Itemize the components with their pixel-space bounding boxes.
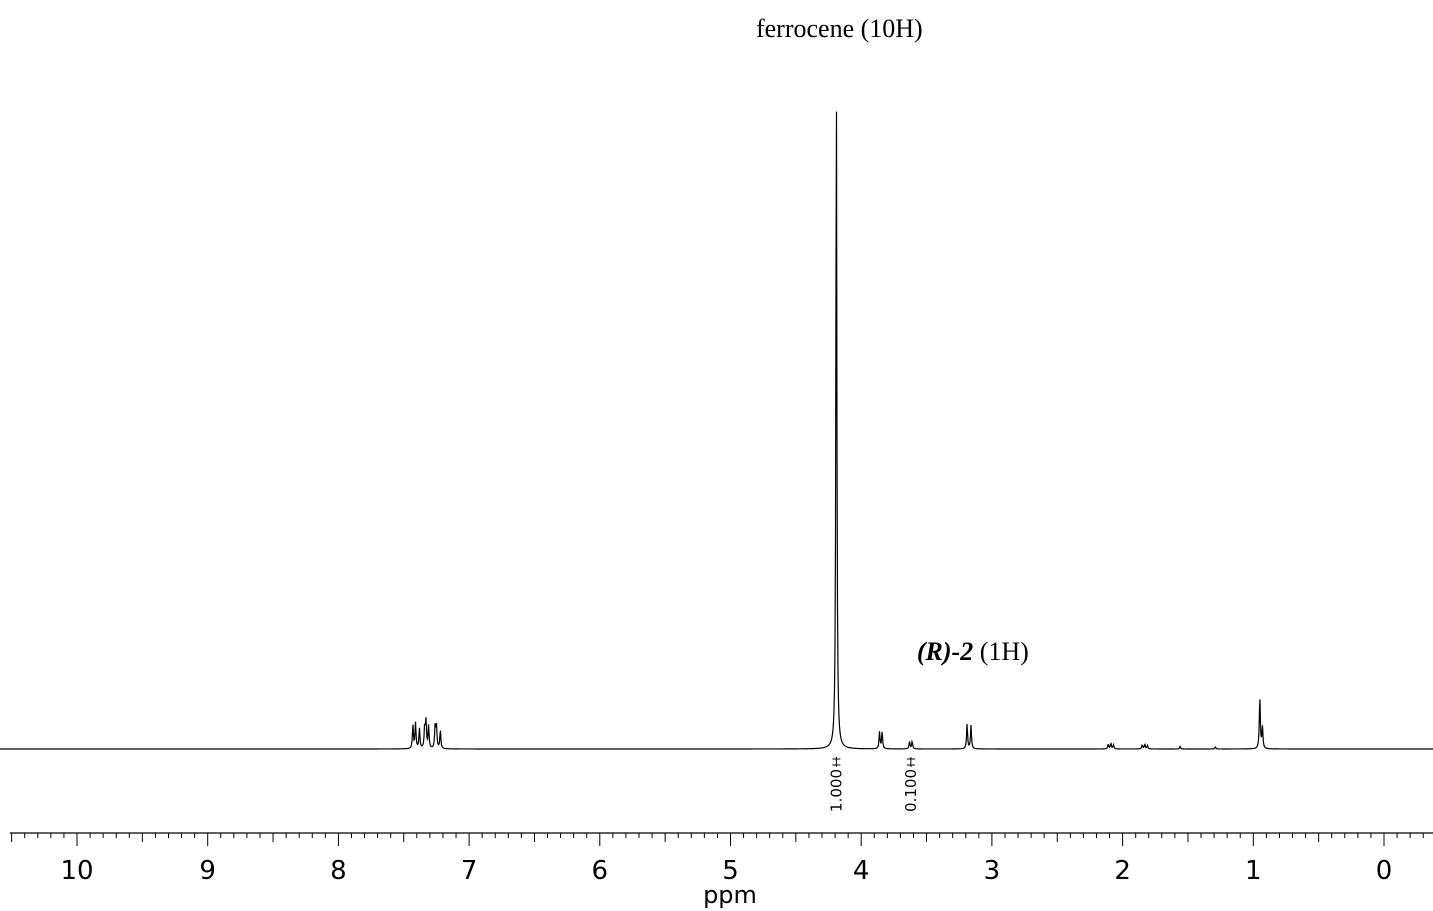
integral-value: 1.000 — [827, 769, 845, 812]
product-annotation-protons: (1H) — [973, 637, 1029, 666]
x-tick-label: 6 — [592, 856, 609, 886]
spectrum-trace — [0, 111, 1433, 750]
integral-bracket — [832, 757, 841, 767]
x-tick-label: 0 — [1376, 856, 1393, 886]
x-tick-label: 1 — [1245, 856, 1262, 886]
x-axis-ticks: 10 9 8 7 6 5 4 3 2 1 0 — [11, 833, 1424, 886]
x-tick-label: 9 — [199, 856, 216, 886]
product-annotation: (R)-2 (1H) — [917, 637, 1029, 666]
x-tick-label: 8 — [330, 856, 347, 886]
x-tick-label: 5 — [722, 856, 739, 886]
x-tick-label: 10 — [60, 856, 93, 886]
integral-bracket — [906, 757, 915, 767]
product-annotation-compound: (R)-2 — [917, 637, 973, 666]
x-tick-label: 3 — [984, 856, 1001, 886]
x-axis-title: ppm — [703, 881, 757, 909]
x-tick-label: 2 — [1114, 856, 1131, 886]
integral-marker: 1.000 — [827, 757, 845, 812]
x-tick-label: 4 — [853, 856, 870, 886]
ferrocene-annotation: ferrocene (10H) — [756, 14, 923, 43]
integral-markers: 1.000 0.100 — [827, 757, 920, 812]
x-tick-label: 7 — [461, 856, 478, 886]
integral-value: 0.100 — [902, 769, 920, 812]
integral-marker: 0.100 — [902, 757, 920, 812]
